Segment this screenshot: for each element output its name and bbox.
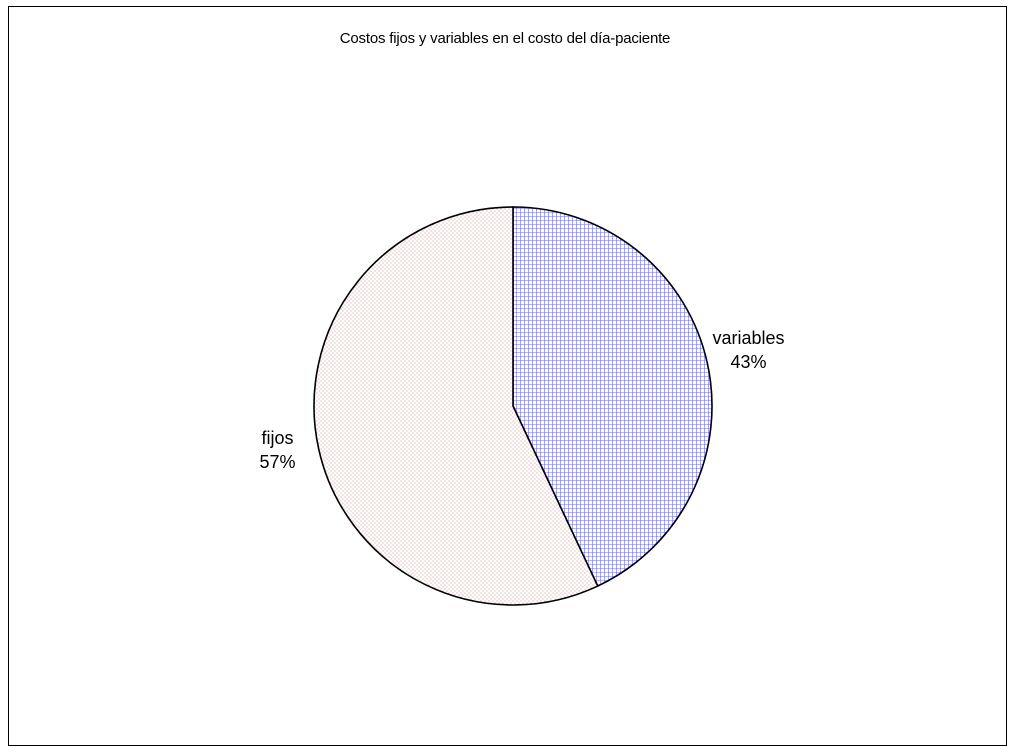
slice-value-fijos: 57% bbox=[259, 452, 295, 472]
slice-label-fijos: fijos bbox=[262, 428, 294, 448]
chart-title: Costos fijos y variables en el costo del… bbox=[339, 30, 671, 47]
slice-value-variables: 43% bbox=[730, 352, 766, 372]
slice-label-variables: variables bbox=[712, 328, 784, 348]
pie-slice-variables bbox=[512, 206, 713, 588]
pie-slice-fijos bbox=[313, 206, 599, 606]
